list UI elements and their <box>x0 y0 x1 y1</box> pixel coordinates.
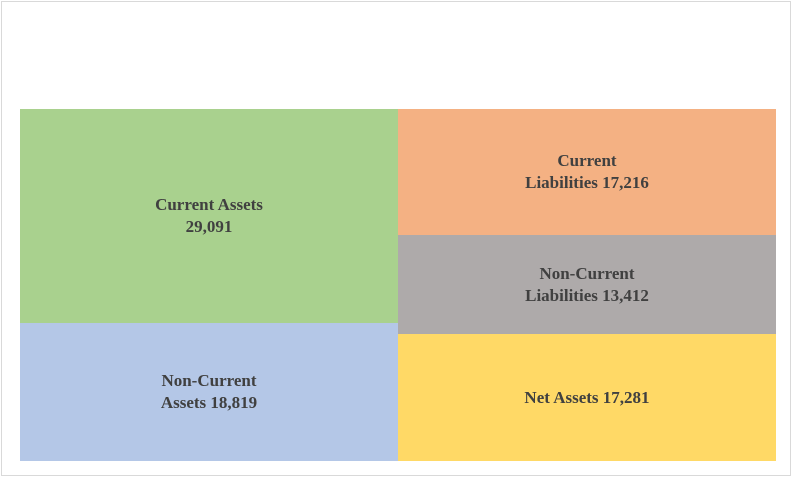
label-line: Non-Current <box>161 371 257 390</box>
label-line: Assets 18,819 <box>160 393 258 412</box>
treemap-label-net-assets: Net Assets 17,281 <box>524 387 649 409</box>
label-line: 29,091 <box>185 217 233 236</box>
label-line: Current Assets <box>155 195 263 214</box>
treemap-block-non-current-liabilities: Non-Current Liabilities 13,412 <box>398 235 776 334</box>
label-line: Non-Current <box>539 263 635 283</box>
treemap-label-non-current-assets: Non-Current Assets 18,819 <box>161 370 257 414</box>
label-line: Liabilities 17,216 <box>525 173 649 192</box>
label-line: Current <box>557 151 617 170</box>
treemap-plot-area: Current Assets 29,091 Non-Current Assets 18… <box>20 109 776 461</box>
treemap-block-net-assets: Net Assets 17,281 <box>398 334 776 461</box>
label-line: Net Assets 17,281 <box>524 387 650 407</box>
treemap-block-current-assets: Current Assets 29,091 <box>20 109 398 323</box>
label-line: Liabilities 13,412 <box>525 285 649 305</box>
treemap-block-current-liabilities: Current Liabilities 17,216 <box>398 109 776 235</box>
treemap-block-non-current-assets: Non-Current Assets 18,819 <box>20 323 398 461</box>
treemap-label-current-assets: Current Assets 29,091 <box>155 194 263 238</box>
treemap-label-current-liabilities: Current Liabilities 17,216 <box>525 150 649 194</box>
treemap-label-non-current-liabilities: Non-Current Liabilities 13,412 <box>525 263 649 307</box>
